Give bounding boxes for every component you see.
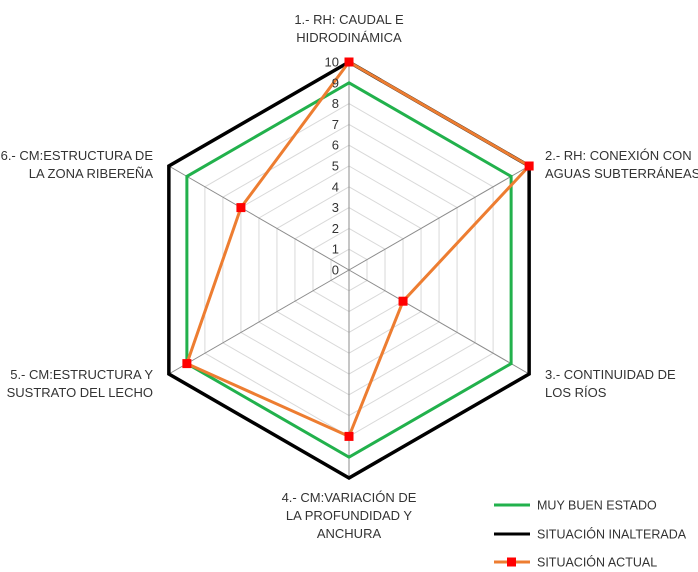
radar-series — [167, 57, 534, 481]
axis-label-6: 6.- CM:ESTRUCTURA DE LA ZONA RIBEREÑA — [1, 148, 154, 181]
spoke-3 — [348, 269, 530, 375]
data-point-3-2 — [524, 161, 534, 171]
tick-label-1: 1 — [332, 242, 339, 257]
axis-label-4-line-2: LA PROFUNDIDAD Y — [286, 508, 413, 523]
axis-label-4-line-1: 4.- CM:VARIACIÓN DE — [282, 490, 417, 505]
axis-label-2-line-1: 2.- RH: CONEXIÓN CON — [545, 148, 692, 163]
spoke-2 — [348, 165, 530, 271]
tick-label-2: 2 — [332, 221, 339, 236]
axis-label-5-line-1: 5.- CM:ESTRUCTURA Y — [10, 367, 153, 382]
tick-label-0: 0 — [332, 263, 339, 278]
data-point-3-1 — [344, 57, 354, 67]
radar-spokes — [168, 62, 530, 478]
axis-label-3-line-2: LOS RÍOS — [545, 385, 607, 400]
tick-label-7: 7 — [332, 117, 339, 132]
axis-label-4-line-3: ANCHURA — [317, 526, 382, 541]
axis-label-2: 2.- RH: CONEXIÓN CON AGUAS SUBTERRÁNEAS — [545, 148, 698, 181]
legend-label-2: SITUACIÓN INALTERADA — [537, 527, 687, 542]
axis-label-6-line-1: 6.- CM:ESTRUCTURA DE — [1, 148, 154, 163]
series-line-1 — [185, 81, 513, 459]
axis-label-3: 3.- CONTINUIDAD DE LOS RÍOS — [545, 367, 676, 400]
legend-label-3: SITUACIÓN ACTUAL — [537, 555, 657, 570]
axis-label-1: 1.- RH: CAUDAL E HIDRODINÁMICA — [294, 12, 404, 45]
radial-tick-labels: 0 1 2 3 4 5 6 7 8 9 10 — [325, 55, 339, 278]
axis-label-5-line-2: SUSTRATO DEL LECHO — [7, 385, 153, 400]
tick-label-6: 6 — [332, 138, 339, 153]
data-point-3-3 — [398, 296, 408, 306]
tick-label-4: 4 — [332, 179, 339, 194]
series-line-3 — [185, 60, 532, 439]
tick-label-3: 3 — [332, 200, 339, 215]
legend: MUY BUEN ESTADO SITUACIÓN INALTERADA SITUA… — [494, 499, 687, 570]
axis-label-1-line-2: HIDRODINÁMICA — [296, 30, 402, 45]
data-point-3-4 — [344, 431, 354, 441]
tick-label-9: 9 — [332, 75, 339, 90]
axis-label-3-line-1: 3.- CONTINUIDAD DE — [545, 367, 676, 382]
axis-label-1-line-1: 1.- RH: CAUDAL E — [294, 12, 404, 27]
axis-label-6-line-2: LA ZONA RIBEREÑA — [29, 166, 154, 181]
axis-label-5: 5.- CM:ESTRUCTURA Y SUSTRATO DEL LECHO — [7, 367, 154, 400]
axis-labels: 1.- RH: CAUDAL E HIDRODINÁMICA 2.- RH: CON… — [1, 12, 698, 541]
data-point-3-6 — [236, 203, 246, 213]
data-point-3-5 — [182, 359, 192, 369]
axis-label-2-line-2: AGUAS SUBTERRÁNEAS — [545, 166, 698, 181]
legend-marker-3 — [507, 557, 516, 567]
spoke-6 — [168, 165, 350, 271]
spoke-5 — [168, 269, 350, 375]
tick-label-8: 8 — [332, 96, 339, 111]
axis-label-4: 4.- CM:VARIACIÓN DE LA PROFUNDIDAD Y ANCHU… — [282, 490, 417, 541]
tick-label-10: 10 — [325, 55, 339, 70]
legend-label-1: MUY BUEN ESTADO — [537, 499, 657, 513]
tick-label-5: 5 — [332, 159, 339, 174]
